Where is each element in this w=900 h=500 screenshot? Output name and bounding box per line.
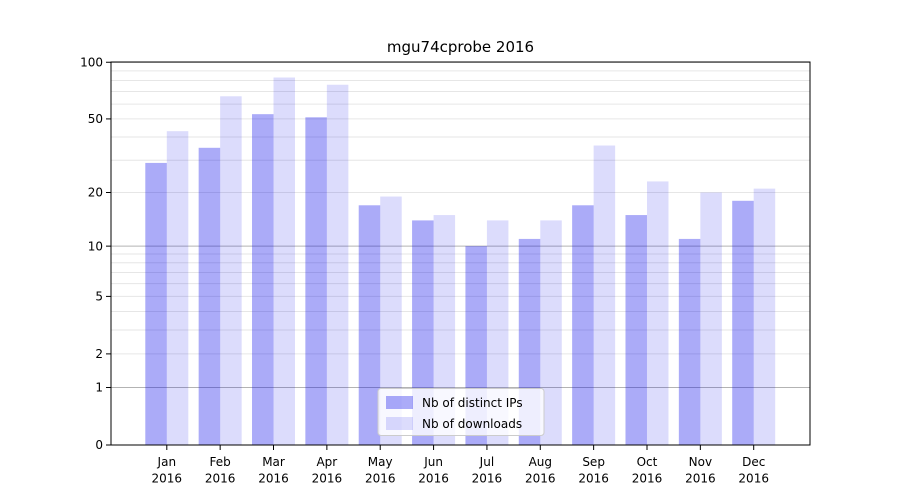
x-tick-label-month: Mar — [262, 455, 285, 469]
legend-swatch-downloads — [386, 417, 413, 430]
x-tick-label-month: Aug — [529, 455, 552, 469]
bar-nov-downloads — [700, 192, 722, 445]
x-tick-label-month: Jan — [157, 455, 177, 469]
y-tick-label: 2 — [95, 347, 103, 361]
x-tick-label-month: Nov — [689, 455, 712, 469]
bar-sep-ips — [572, 205, 594, 445]
bar-dec-ips — [732, 200, 754, 445]
bar-may-downloads — [380, 196, 402, 445]
legend-label-distinct-ips: Nb of distinct IPs — [422, 396, 523, 410]
legend-swatch-distinct-ips — [386, 396, 413, 409]
x-tick-label-year: 2016 — [205, 472, 236, 486]
bar-may-ips — [358, 205, 381, 445]
legend-box — [377, 388, 545, 436]
y-tick-label: 100 — [80, 55, 103, 69]
x-tick-label-month: Sep — [582, 455, 605, 469]
x-tick-label-month: Oct — [637, 455, 658, 469]
x-tick-label-year: 2016 — [738, 472, 769, 486]
x-tick-label-year: 2016 — [632, 472, 663, 486]
bar-apr-downloads — [326, 84, 349, 445]
bar-feb-downloads — [220, 96, 242, 445]
chart-title: mgu74cprobe 2016 — [387, 38, 534, 56]
bar-apr-ips — [305, 117, 327, 446]
legend: Nb of distinct IPs Nb of downloads — [377, 388, 545, 436]
x-tick-label-year: 2016 — [472, 472, 503, 486]
y-tick-label: 20 — [88, 186, 103, 200]
x-tick-label-month: Apr — [316, 455, 337, 469]
y-tick-label: 10 — [88, 239, 103, 253]
grid-lines — [111, 61, 810, 389]
x-tick-label-month: Feb — [210, 455, 231, 469]
x-tick-label-year: 2016 — [578, 472, 609, 486]
bar-jan-ips — [145, 162, 167, 445]
bar-feb-ips — [198, 147, 221, 445]
bar-mar-downloads — [273, 77, 296, 446]
y-tick-label: 50 — [88, 112, 103, 126]
x-tick-label-year: 2016 — [152, 472, 183, 486]
plot-border — [110, 61, 811, 446]
bar-mar-ips — [252, 114, 274, 445]
x-tick-label-year: 2016 — [312, 472, 343, 486]
bar-oct-ips — [625, 215, 647, 445]
y-axis: 0 1 2 5 10 20 50 100 — [80, 55, 111, 452]
bar-sep-downloads — [593, 145, 616, 445]
bar-nov-ips — [678, 238, 701, 445]
x-tick-label-month: May — [368, 455, 393, 469]
x-tick-label-year: 2016 — [418, 472, 449, 486]
y-tick-label: 0 — [95, 438, 103, 452]
x-tick-label-year: 2016 — [258, 472, 289, 486]
x-tick-label-year: 2016 — [525, 472, 556, 486]
x-tick-label-year: 2016 — [365, 472, 396, 486]
legend-label-downloads: Nb of downloads — [422, 417, 522, 431]
bar-oct-downloads — [646, 181, 669, 446]
x-tick-label-month: Jun — [423, 455, 443, 469]
x-tick-label-month: Jul — [479, 455, 494, 469]
bar-jan-downloads — [166, 131, 189, 445]
bar-jun-downloads — [433, 215, 456, 445]
bar-aug-downloads — [540, 220, 562, 445]
x-tick-label-month: Dec — [742, 455, 765, 469]
y-tick-label: 5 — [95, 290, 103, 304]
bar-dec-downloads — [753, 188, 776, 445]
y-tick-label: 1 — [95, 381, 103, 395]
x-tick-label-year: 2016 — [685, 472, 716, 486]
x-axis: Jan 2016 Feb 2016 Mar 2016 Apr 2016 May 2016 Jun 20… — [152, 445, 769, 486]
